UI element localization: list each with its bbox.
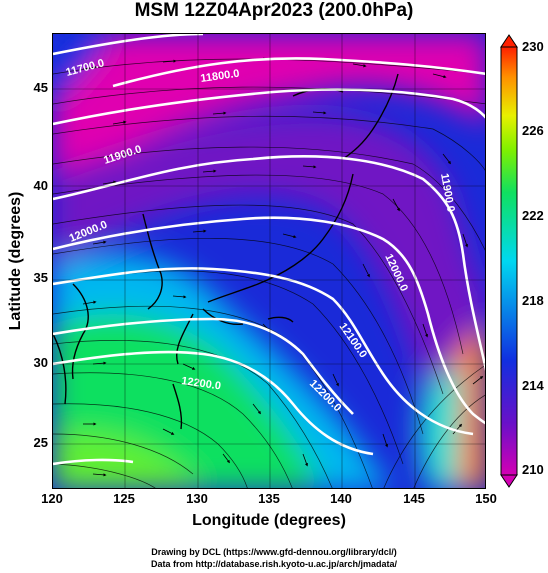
x-tick-label: 140 bbox=[330, 491, 352, 506]
y-tick-label: 30 bbox=[33, 355, 48, 370]
y-tick-label: 25 bbox=[33, 435, 48, 450]
colorbar-gradient bbox=[500, 46, 518, 476]
geopotential-contours bbox=[53, 34, 485, 466]
y-tick-label: 45 bbox=[33, 80, 48, 95]
y-tick-label: 35 bbox=[33, 270, 48, 285]
colorbar-tick-label: 210 bbox=[522, 462, 544, 477]
temperature-shading bbox=[53, 34, 485, 488]
x-tick-label: 130 bbox=[186, 491, 208, 506]
x-tick-label: 150 bbox=[475, 491, 497, 506]
colorbar-tick-label: 226 bbox=[522, 123, 544, 138]
map-title: MSM 12Z04Apr2023 (200.0hPa) bbox=[134, 0, 414, 21]
y-axis-label-wrap: Latitude (degrees) bbox=[6, 33, 26, 489]
colorbar-tick-label: 230 bbox=[522, 39, 544, 54]
contour-label: 12200.0 bbox=[181, 375, 222, 392]
colorbar-tick-label: 222 bbox=[522, 208, 544, 223]
x-tick-label: 145 bbox=[403, 491, 425, 506]
footer-credit-data: Data from http://database.rish.kyoto-u.a… bbox=[150, 559, 398, 569]
colorbar-tick-label: 214 bbox=[522, 378, 544, 393]
y-axis-label: Latitude (degrees) bbox=[7, 191, 24, 331]
x-tick-label: 120 bbox=[41, 491, 63, 506]
x-tick-label: 125 bbox=[113, 491, 135, 506]
footer-credit-drawing: Drawing by DCL (https://www.gfd-dennou.o… bbox=[151, 547, 397, 557]
contour-label: 11800.0 bbox=[200, 68, 240, 85]
colorbar-min-arrow bbox=[500, 474, 518, 488]
lat-lon-grid bbox=[53, 34, 485, 488]
colorbar bbox=[500, 34, 518, 488]
colorbar-max-arrow bbox=[500, 34, 518, 48]
temperature-wind-map: 11700.0 11800.0 11900.0 11900.0 12000.0 … bbox=[53, 34, 485, 488]
map-frame: 11700.0 11800.0 11900.0 11900.0 12000.0 … bbox=[52, 33, 486, 489]
x-axis-label: Longitude (degrees) bbox=[192, 512, 346, 529]
colorbar-tick-label: 218 bbox=[522, 293, 544, 308]
y-tick-label: 40 bbox=[33, 178, 48, 193]
x-tick-label: 135 bbox=[258, 491, 280, 506]
